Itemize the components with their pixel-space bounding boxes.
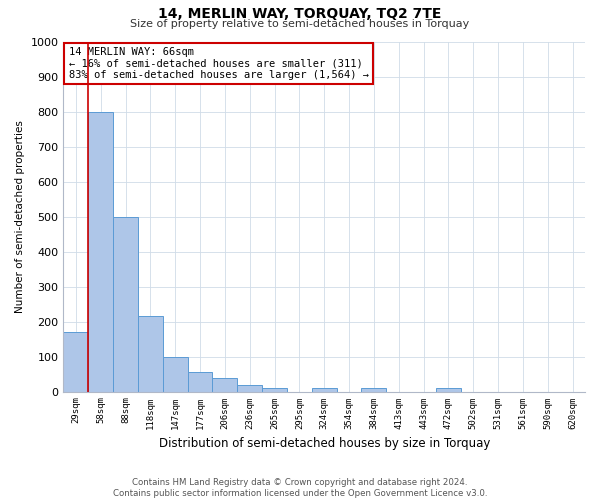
Bar <box>436 388 461 392</box>
Bar <box>361 388 386 392</box>
Y-axis label: Number of semi-detached properties: Number of semi-detached properties <box>15 120 25 313</box>
Bar <box>113 216 138 392</box>
Text: 14 MERLIN WAY: 66sqm
← 16% of semi-detached houses are smaller (311)
83% of semi: 14 MERLIN WAY: 66sqm ← 16% of semi-detac… <box>68 47 368 80</box>
Bar <box>262 388 287 392</box>
Bar <box>88 112 113 392</box>
Bar <box>64 332 88 392</box>
Bar <box>237 386 262 392</box>
Bar <box>138 316 163 392</box>
Bar <box>312 388 337 392</box>
Text: 14, MERLIN WAY, TORQUAY, TQ2 7TE: 14, MERLIN WAY, TORQUAY, TQ2 7TE <box>158 8 442 22</box>
Text: Contains HM Land Registry data © Crown copyright and database right 2024.
Contai: Contains HM Land Registry data © Crown c… <box>113 478 487 498</box>
Bar <box>212 378 237 392</box>
Bar <box>163 356 188 392</box>
X-axis label: Distribution of semi-detached houses by size in Torquay: Distribution of semi-detached houses by … <box>158 437 490 450</box>
Bar <box>188 372 212 392</box>
Text: Size of property relative to semi-detached houses in Torquay: Size of property relative to semi-detach… <box>130 19 470 29</box>
